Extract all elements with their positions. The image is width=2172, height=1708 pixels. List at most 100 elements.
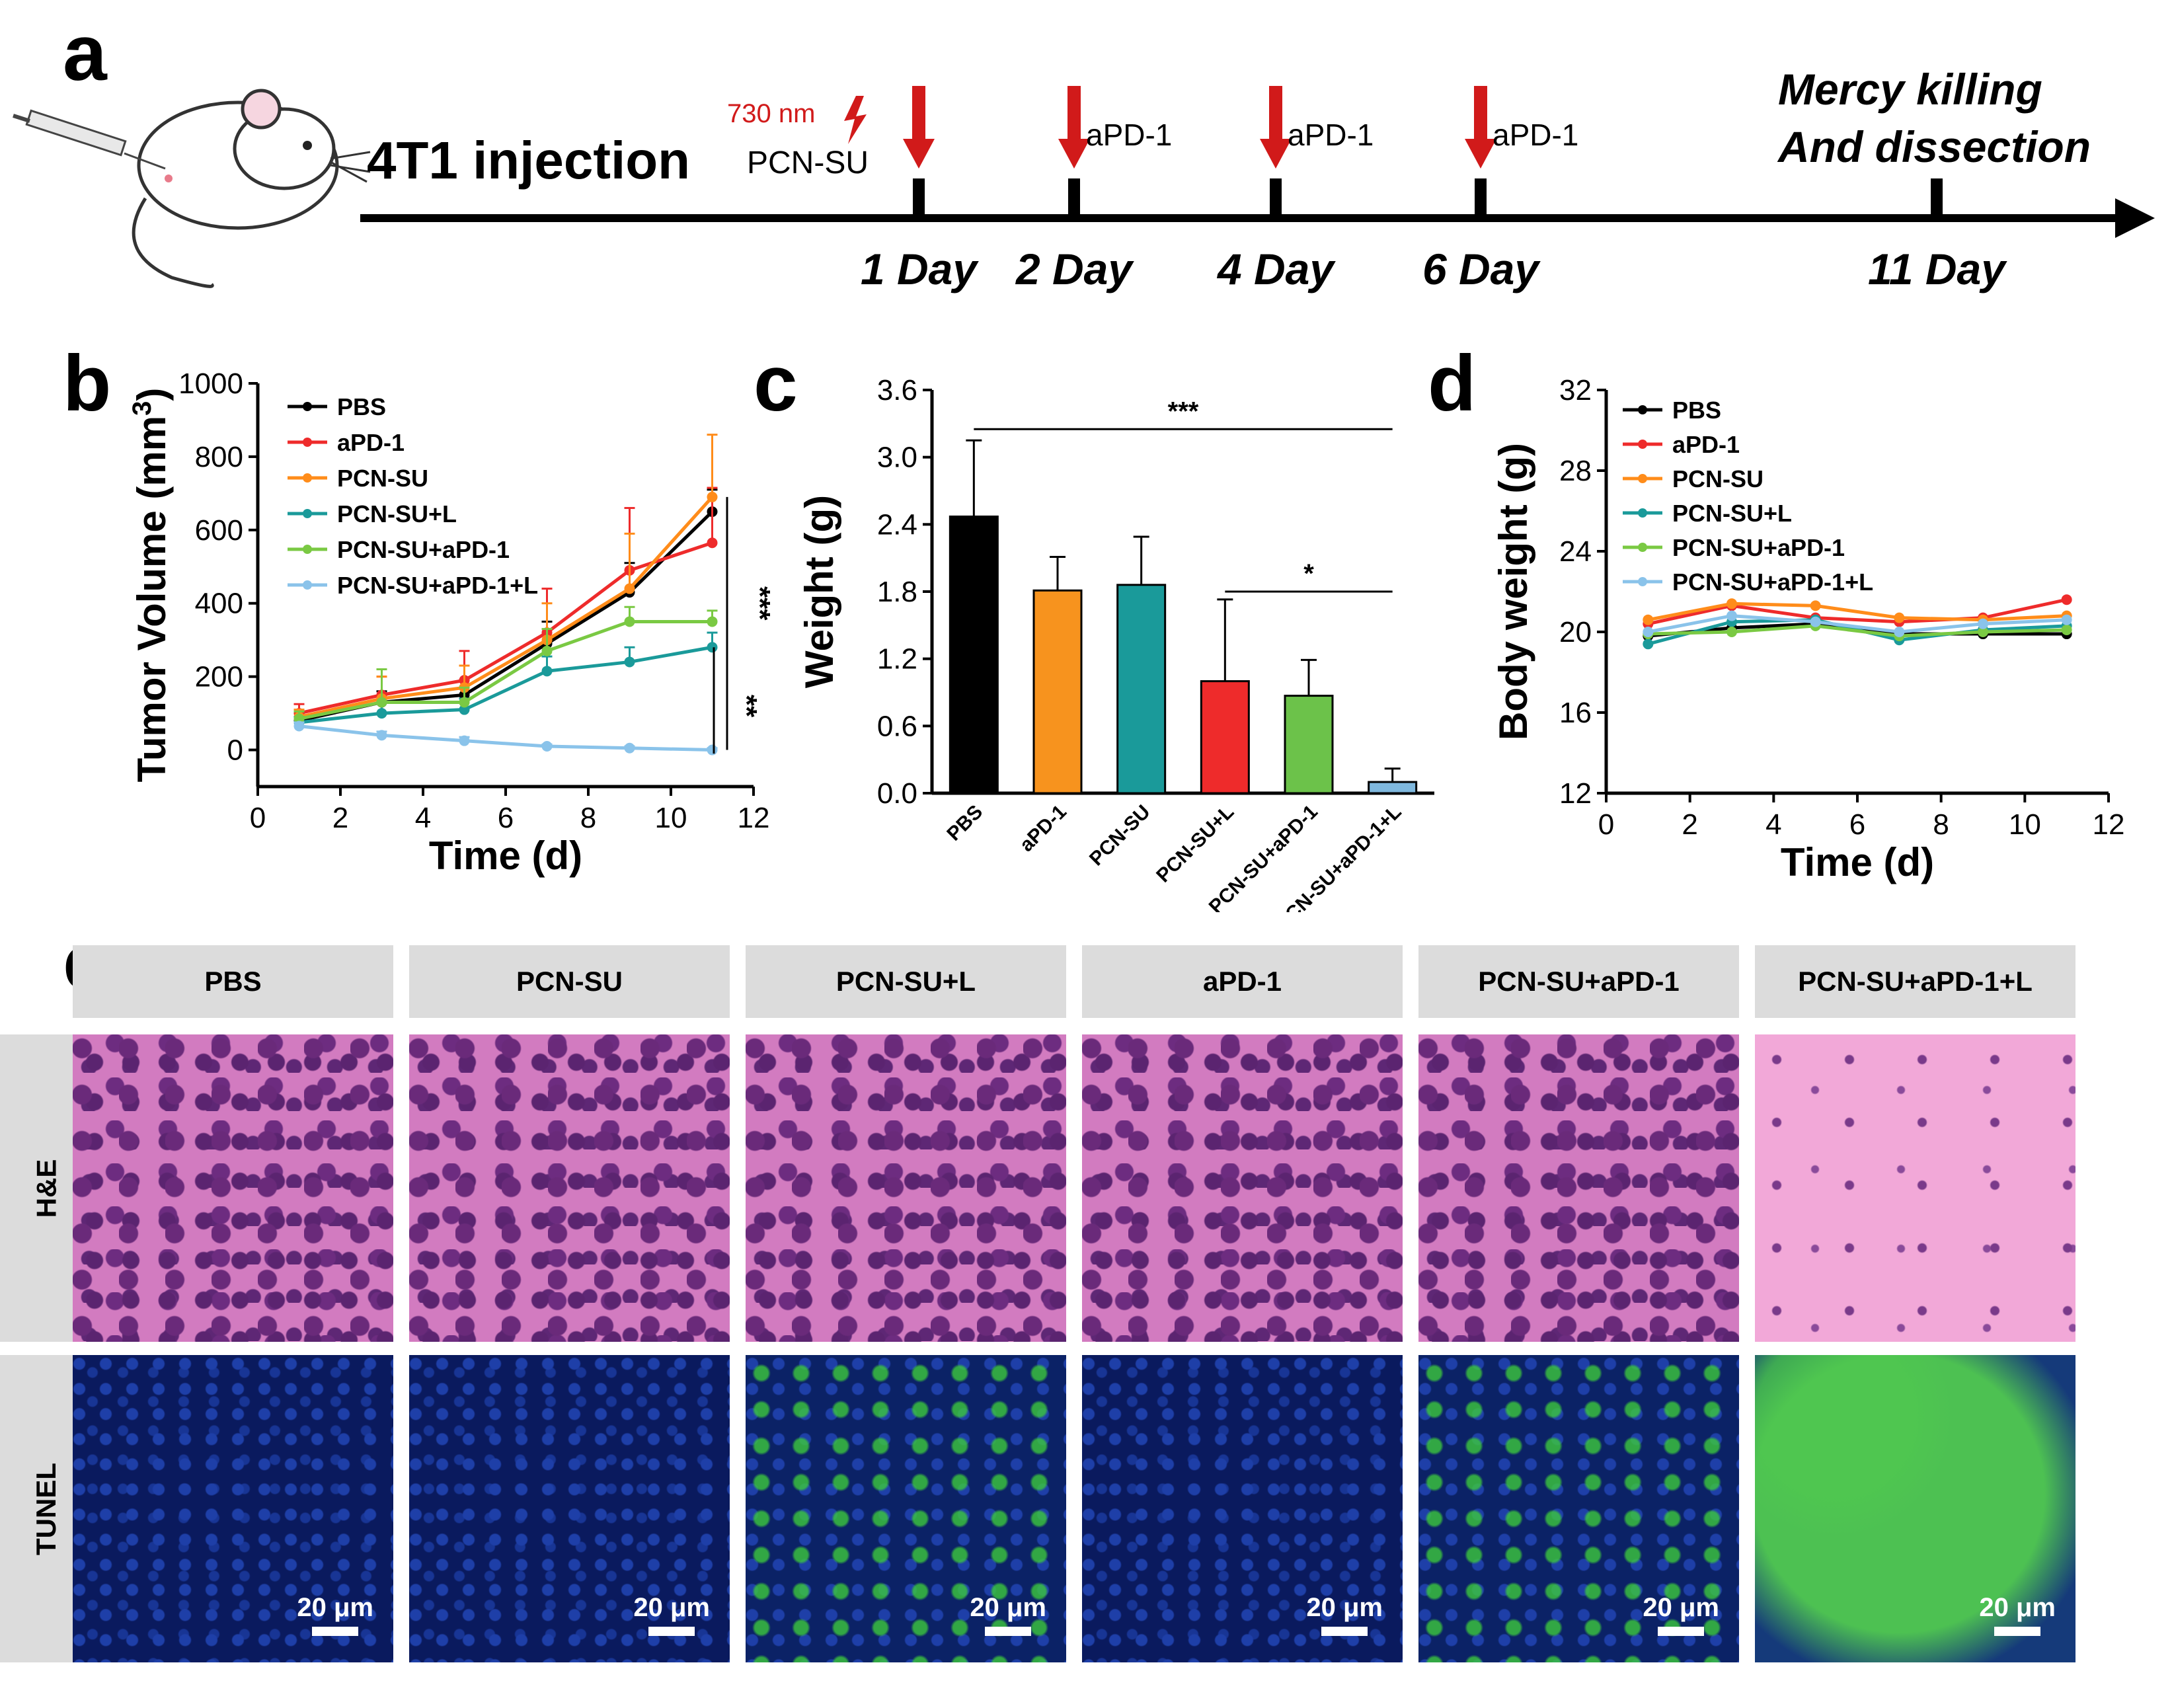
he-stain-image [1755,1034,2075,1342]
data-point [293,720,305,732]
scale-bar-line [1658,1627,1705,1636]
y-tick-label: 200 [195,661,243,693]
day-label: 4 Day [1216,245,1336,293]
he-stain-image [1082,1034,1403,1342]
column-header: PCN-SU+aPD-1 [1418,945,1739,1018]
panel-letter-c: c [754,339,798,428]
scale-bar: 20 μm [633,1593,710,1636]
legend-label: PBS [1672,397,1721,424]
y-axis-title-close: ) [130,388,174,401]
data-point [624,583,635,594]
y-tick-label: 3.6 [877,374,917,407]
y-tick-label: 16 [1559,697,1592,729]
data-point [541,666,553,677]
mouse-icon [132,89,371,288]
legend-swatch-marker [1638,508,1647,518]
x-tick-label: 4 [415,802,431,834]
timeline-tick [1931,178,1943,219]
scale-bar-line [1321,1627,1368,1636]
tunel-stain-image: 20 μm [1082,1355,1403,1662]
data-point [1894,627,1905,637]
y-tick-label: 2.4 [877,508,917,541]
data-point [293,713,305,724]
x-tick-label: 8 [1933,808,1949,841]
x-tick-label: 2 [1682,808,1697,841]
data-point [707,491,718,502]
x-tick-label: aPD-1 [1015,801,1070,856]
scale-bar: 20 μm [970,1593,1046,1636]
data-point [1726,598,1737,609]
y-tick-label: 1.8 [877,576,917,608]
data-point [707,616,718,627]
x-tick-label: 0 [250,802,266,834]
data-point [1894,612,1905,623]
y-tick-label: 400 [195,588,243,620]
data-point [707,744,718,756]
scale-bar-line [985,1627,1032,1636]
tumor-weight-chart: 0.0 0.6 1.2 1.8 2.4 3.0 3.6 Weight (g) PBS aPD-1 P… [797,374,1434,912]
he-stain-image [1418,1034,1739,1342]
x-tick-label: 12 [2093,808,2125,841]
legend-label: PCN-SU [337,465,428,492]
bar [1368,781,1418,795]
legend-label: PCN-SU+L [1672,500,1792,527]
series-line [1647,602,2067,622]
data-point [376,697,387,708]
scale-bar-label: 20 μm [1979,1593,2056,1622]
legend-swatch-marker [303,580,312,590]
he-stain-image [746,1034,1066,1342]
data-point [624,656,635,668]
data-point [459,697,470,708]
he-stain-image [73,1034,393,1342]
y-tick-label: 600 [195,514,243,547]
red-arrow-head [1465,139,1496,169]
legend-label: PBS [337,393,386,420]
legend-label: aPD-1 [1672,431,1740,458]
data-point [2061,624,2072,635]
legend-label: PCN-SU+aPD-1 [337,536,510,563]
x-tick-label: 12 [738,802,770,834]
data-point [1810,600,1821,611]
series-line [299,645,713,724]
y-axis-title: Weight (g) [797,495,841,688]
y-tick-label: 3.0 [877,442,917,474]
column-header: PBS [73,945,393,1018]
series-line [299,724,713,752]
lightning-icon [844,96,867,144]
significance-label: *** [1168,397,1199,426]
y-tick-label: 28 [1559,455,1592,487]
red-arrow-head [1058,139,1090,169]
column-header: PCN-SU [409,945,730,1018]
legend-label: PCN-SU+L [337,500,457,527]
x-tick-label: 0 [1598,808,1614,841]
legend-swatch-marker [303,545,312,554]
scale-bar: 20 μm [1979,1593,2056,1636]
x-tick-label: 4 [1765,808,1781,841]
bar [1284,695,1334,795]
series-line [298,496,714,719]
scale-bar-line [648,1627,695,1636]
day-label: 1 Day [861,245,979,293]
data-point [1726,627,1737,637]
panel-letter-b: b [63,339,112,428]
x-tick-label: 6 [1849,808,1865,841]
data-point [376,708,387,719]
timeline-tick [1270,178,1282,219]
legend-swatch-marker [303,402,312,411]
x-tick-label: PBS [943,801,987,845]
row-label-text: TUNEL [30,1462,61,1555]
legend-label: PCN-SU+aPD-1+L [1672,568,1873,596]
y-axis-title-sup: 3 [128,401,157,416]
red-arrow-shaft [1269,86,1282,142]
x-axis-title: Time (d) [429,834,582,878]
x-tick-label: 8 [580,802,596,834]
legend-label: PCN-SU+aPD-1 [1672,534,1845,561]
legend-swatch-marker [1638,440,1647,449]
data-point [1978,618,1988,629]
legend-swatch-marker [1638,405,1647,414]
red-arrow-shaft [1067,86,1081,142]
apd-label: aPD-1 [1288,118,1374,152]
pcn-label: PCN-SU [747,145,869,180]
x-tick-label: 2 [332,802,348,834]
